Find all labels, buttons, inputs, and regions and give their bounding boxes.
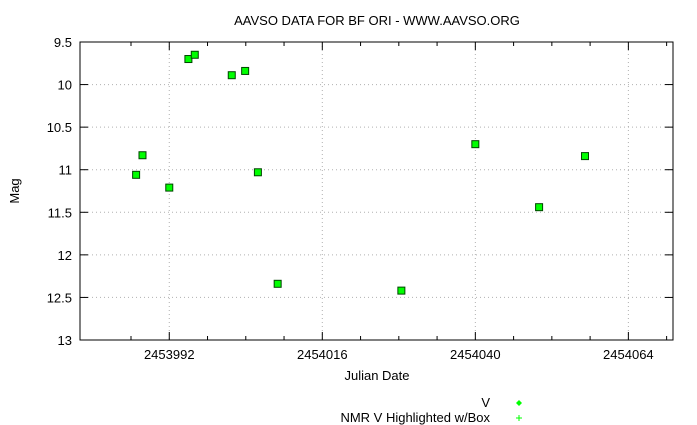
data-point <box>581 152 590 161</box>
x-tick-label: 2453992 <box>144 347 195 362</box>
legend-label: V <box>481 395 490 410</box>
data-point <box>184 55 193 64</box>
y-tick-label: 12.5 <box>47 290 72 305</box>
legend-marker-diamond <box>516 400 522 406</box>
y-tick-label: 11.5 <box>48 205 72 220</box>
data-point <box>535 203 544 212</box>
x-tick-label: 2454016 <box>297 347 348 362</box>
x-tick-label: 2454064 <box>603 347 654 362</box>
y-tick-label: 10 <box>58 78 72 93</box>
x-axis-label: Julian Date <box>344 368 409 383</box>
data-point <box>241 66 250 75</box>
data-point <box>138 151 147 160</box>
data-point <box>227 71 236 80</box>
data-point <box>253 168 262 177</box>
y-tick-label: 12 <box>58 248 72 263</box>
legend-marker-plus <box>516 415 522 421</box>
legend-label: NMR V Highlighted w/Box <box>340 410 490 425</box>
data-point <box>132 170 141 179</box>
y-tick-label: 9.5 <box>54 35 72 50</box>
data-point <box>397 286 406 295</box>
y-tick-label: 13 <box>58 333 72 348</box>
data-points <box>132 50 590 295</box>
chart-title: AAVSO DATA FOR BF ORI - WWW.AAVSO.ORG <box>234 13 520 28</box>
y-axis-label: Mag <box>7 178 22 203</box>
x-tick-label: 2454040 <box>450 347 501 362</box>
data-point <box>190 50 199 59</box>
y-tick-label: 10.5 <box>47 120 72 135</box>
data-point <box>471 140 480 149</box>
y-tick-label: 11 <box>59 163 73 178</box>
axis-ticks: 9.5 10 10.5 11 11.5 12 12.5 13 2453992 2454016 245… <box>47 35 673 362</box>
data-point <box>273 279 282 288</box>
plot-frame <box>79 41 674 341</box>
data-point <box>165 183 174 192</box>
